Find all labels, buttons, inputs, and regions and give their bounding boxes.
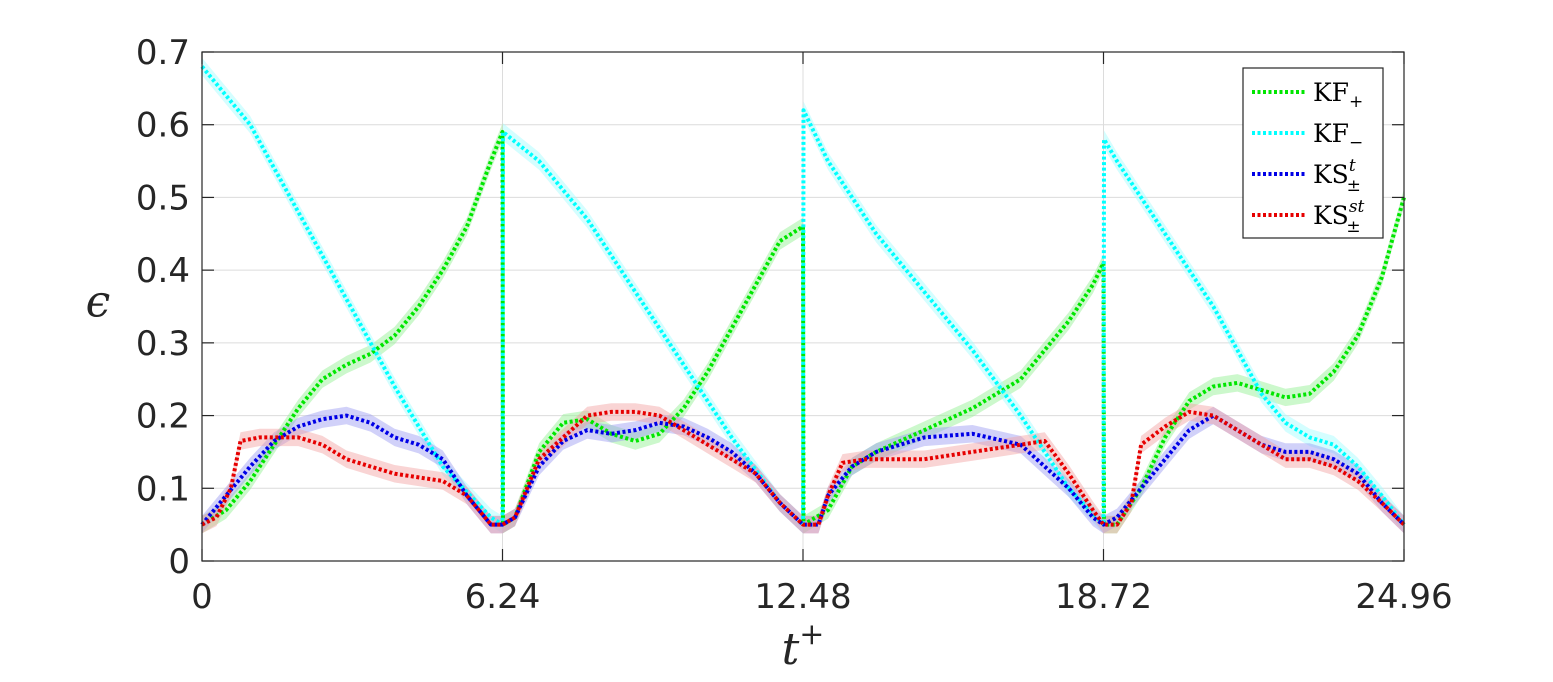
y-tick-label: 0.1: [136, 469, 190, 509]
x-tick-label: 0: [191, 577, 213, 617]
series-line-2: [200, 65, 1406, 527]
legend-label-2: KF−: [1313, 119, 1363, 153]
legend-label-4: KSst ±: [1313, 197, 1365, 237]
legend-label-1: KF+: [1313, 78, 1363, 112]
legend-box: [1242, 67, 1384, 239]
axis-ticks: 0 6.24 12.48 18.72 24.96 0 0.1 0.2 0.3 0.4 0.5 0.6 0…: [136, 33, 1453, 617]
y-tick-label: 0: [168, 542, 190, 582]
x-tick-label: 6.24: [465, 577, 541, 617]
y-tick-label: 0.7: [136, 33, 190, 73]
legend-label-3: KSt ±: [1313, 156, 1361, 196]
y-axis-label: ϵ: [86, 277, 111, 328]
x-tick-label: 18.72: [1055, 577, 1152, 617]
y-tick-label: 0.6: [136, 106, 190, 146]
series-line-4: [201, 409, 1406, 527]
legend: KF+ KF−KSt ±KSst ±: [1242, 67, 1384, 239]
y-tick-label: 0.5: [136, 178, 190, 218]
x-tick-label: 12.48: [754, 577, 851, 617]
series-lines: [200, 65, 1406, 527]
series-band-3: [202, 406, 1404, 534]
uncertainty-bands: [202, 57, 1404, 534]
y-tick-label: 0.2: [136, 397, 190, 437]
x-tick-label: 24.96: [1355, 577, 1452, 617]
y-tick-label: 0.3: [136, 324, 190, 364]
x-axis-label: t+: [782, 617, 825, 675]
y-tick-label: 0.4: [136, 251, 190, 291]
